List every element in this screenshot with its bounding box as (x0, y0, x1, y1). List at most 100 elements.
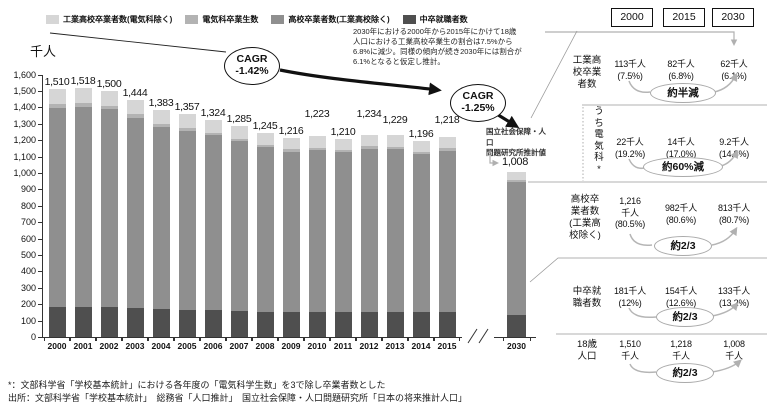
bar-segment-電気科卒業生数 (230, 138, 248, 142)
panel-change-badge: 約60%減 (643, 157, 723, 177)
x-tick-mark (147, 337, 148, 341)
bar-segment-工業高校卒業者数(電気科除く) (412, 140, 430, 152)
bar-segment-中卒就職者数 (412, 312, 430, 337)
x-tick-mark (278, 337, 279, 341)
bar-segment-中卒就職者数 (282, 312, 300, 337)
bar-segment-高校卒業者数(工業高校除く) (178, 130, 196, 310)
x-tick-mark (96, 337, 97, 341)
panel-row-label: 18歳 人口 (576, 339, 598, 362)
x-tick-mark (433, 337, 434, 341)
bar-segment-高校卒業者数(工業高校除く) (204, 135, 222, 311)
y-tick-label: 800 (20, 200, 36, 211)
y-tick-mark (38, 271, 42, 273)
swoosh-right-row5 (711, 359, 742, 373)
panel-year-header-2030: 2030 (712, 8, 754, 27)
y-tick-mark (38, 189, 42, 191)
bar-segment-高校卒業者数(工業高校除く) (256, 147, 274, 312)
y-tick-mark (38, 156, 42, 158)
bar-segment-電気科卒業生数 (204, 132, 222, 136)
bar-segment-工業高校卒業者数(電気科除く) (386, 135, 404, 147)
bar-segment-電気科卒業生数 (507, 180, 526, 182)
panel-year-header-2015: 2015 (663, 8, 705, 27)
y-tick-mark (38, 320, 42, 322)
bar-total-label: 1,196 (408, 127, 434, 140)
cagr1-title: CAGR (236, 53, 268, 66)
x-tick-mark (121, 337, 122, 341)
x-axis-year-label: 2001 (73, 341, 93, 351)
bar-segment-高校卒業者数(工業高校除く) (48, 107, 66, 308)
bar-segment-電気科卒業生数 (386, 146, 404, 150)
legend-item: 中卒就職者数 (402, 14, 468, 25)
assumption-annotation: 2030年における2000年から2015年にかけて18歳 人口における工業高校卒… (353, 27, 553, 67)
bar-segment-工業高校卒業者数(電気科除く) (308, 136, 326, 148)
y-tick-label: 1,000 (13, 168, 36, 178)
bar-segment-高校卒業者数(工業高校除く) (507, 181, 526, 316)
y-tick-label: 1,100 (13, 151, 36, 162)
panel-cell-2000: 181千人 (12%) (613, 286, 647, 308)
footnotes: *：文部科学省「学校基本統計」における各年度の「電気科学生数」を3で除し卒業者数… (8, 379, 467, 404)
bar-total-label: 1,357 (174, 101, 200, 114)
bar-segment-電気科卒業生数 (126, 114, 144, 118)
y-tick-label: 100 (20, 315, 36, 326)
y-tick-mark (38, 91, 42, 92)
bar-segment-電気科卒業生数 (74, 102, 92, 107)
bar-segment-高校卒業者数(工業高校除く) (100, 109, 118, 308)
panel-cell-2015: 982千人 (80.6%) (664, 203, 698, 225)
panel-change-badge: 約2/3 (654, 236, 712, 256)
y-tick-mark (38, 205, 42, 207)
swoosh-left-row4 (628, 307, 657, 319)
panel-row-label-vertical: うち電気科 * (594, 106, 604, 175)
bar-segment-中卒就職者数 (230, 311, 248, 337)
cagr2-value: -1.25% (461, 102, 495, 114)
bar-total-label: 1,510 (44, 76, 70, 89)
panel-cell-2000: 1,510 千人 (619, 339, 641, 361)
bar-segment-高校卒業者数(工業高校除く) (282, 151, 300, 313)
x-tick-mark (407, 337, 408, 341)
x-axis-year-label: 2002 (99, 341, 119, 351)
x-tick-mark (382, 337, 383, 341)
x-axis-year-label: 2005 (177, 341, 197, 351)
legend: 工業高校卒業者数(電気科除く) 電気科卒業生数 高校卒業者数(工業高校除く) 中卒就職… (46, 14, 468, 25)
panel-change-badge: 約2/3 (656, 307, 714, 327)
x-tick-mark (304, 337, 305, 341)
cagr1-value: -1.42% (235, 65, 269, 77)
axis-break-mark-2 (478, 328, 489, 344)
bar-segment-高校卒業者数(工業高校除く) (360, 148, 378, 312)
y-tick-label: 500 (20, 250, 36, 260)
x-axis-year-label: 2010 (307, 341, 327, 351)
bar-segment-中卒就職者数 (507, 315, 526, 337)
panel-cell-2000: 1,216 千人 (80.5%) (614, 196, 646, 229)
bar-total-label: 1,383 (148, 97, 174, 110)
y-tick-mark (38, 123, 42, 125)
bar-segment-電気科卒業生数 (256, 144, 274, 148)
cagr2-title: CAGR (462, 90, 494, 103)
panel-change-badge: 約2/3 (656, 363, 714, 383)
x-tick-mark (459, 337, 460, 341)
bar-segment-中卒就職者数 (178, 309, 196, 337)
x-tick-mark (277, 337, 278, 341)
y-tick-mark (38, 337, 42, 338)
x-axis-year-label: 2007 (229, 341, 249, 351)
x-axis-year-label: 2006 (203, 341, 223, 351)
x-tick-mark (199, 337, 200, 341)
axis-break-mark-1 (467, 328, 478, 344)
bar-segment-電気科卒業生数 (360, 146, 378, 149)
x-tick-mark (226, 337, 227, 341)
annotation-line: 6.8%に減少。同様の傾向が続き2030年には割合が (353, 47, 522, 56)
x-tick-mark (408, 337, 409, 341)
projection-source-note: 国立社会保障・人口 問題研究所推計値 (486, 127, 550, 159)
bar-segment-工業高校卒業者数(電気科除く) (152, 110, 170, 124)
x-tick-mark (173, 337, 174, 341)
x-tick-mark (200, 337, 201, 341)
legend-label: 高校卒業者数(工業高校除く) (288, 15, 390, 24)
bar-segment-工業高校卒業者数(電気科除く) (230, 126, 248, 139)
bar-segment-工業高校卒業者数(電気科除く) (282, 137, 300, 150)
y-tick-label: 1,500 (13, 86, 36, 96)
x-axis-year-label: 2009 (281, 341, 301, 351)
panel-cell-2030: 813千人 (80.7%) (717, 203, 751, 225)
legend-swatch (402, 15, 416, 24)
bar-segment-工業高校卒業者数(電気科除く) (48, 89, 66, 105)
bar-segment-工業高校卒業者数(電気科除く) (507, 171, 526, 181)
x-tick-mark (381, 337, 382, 341)
